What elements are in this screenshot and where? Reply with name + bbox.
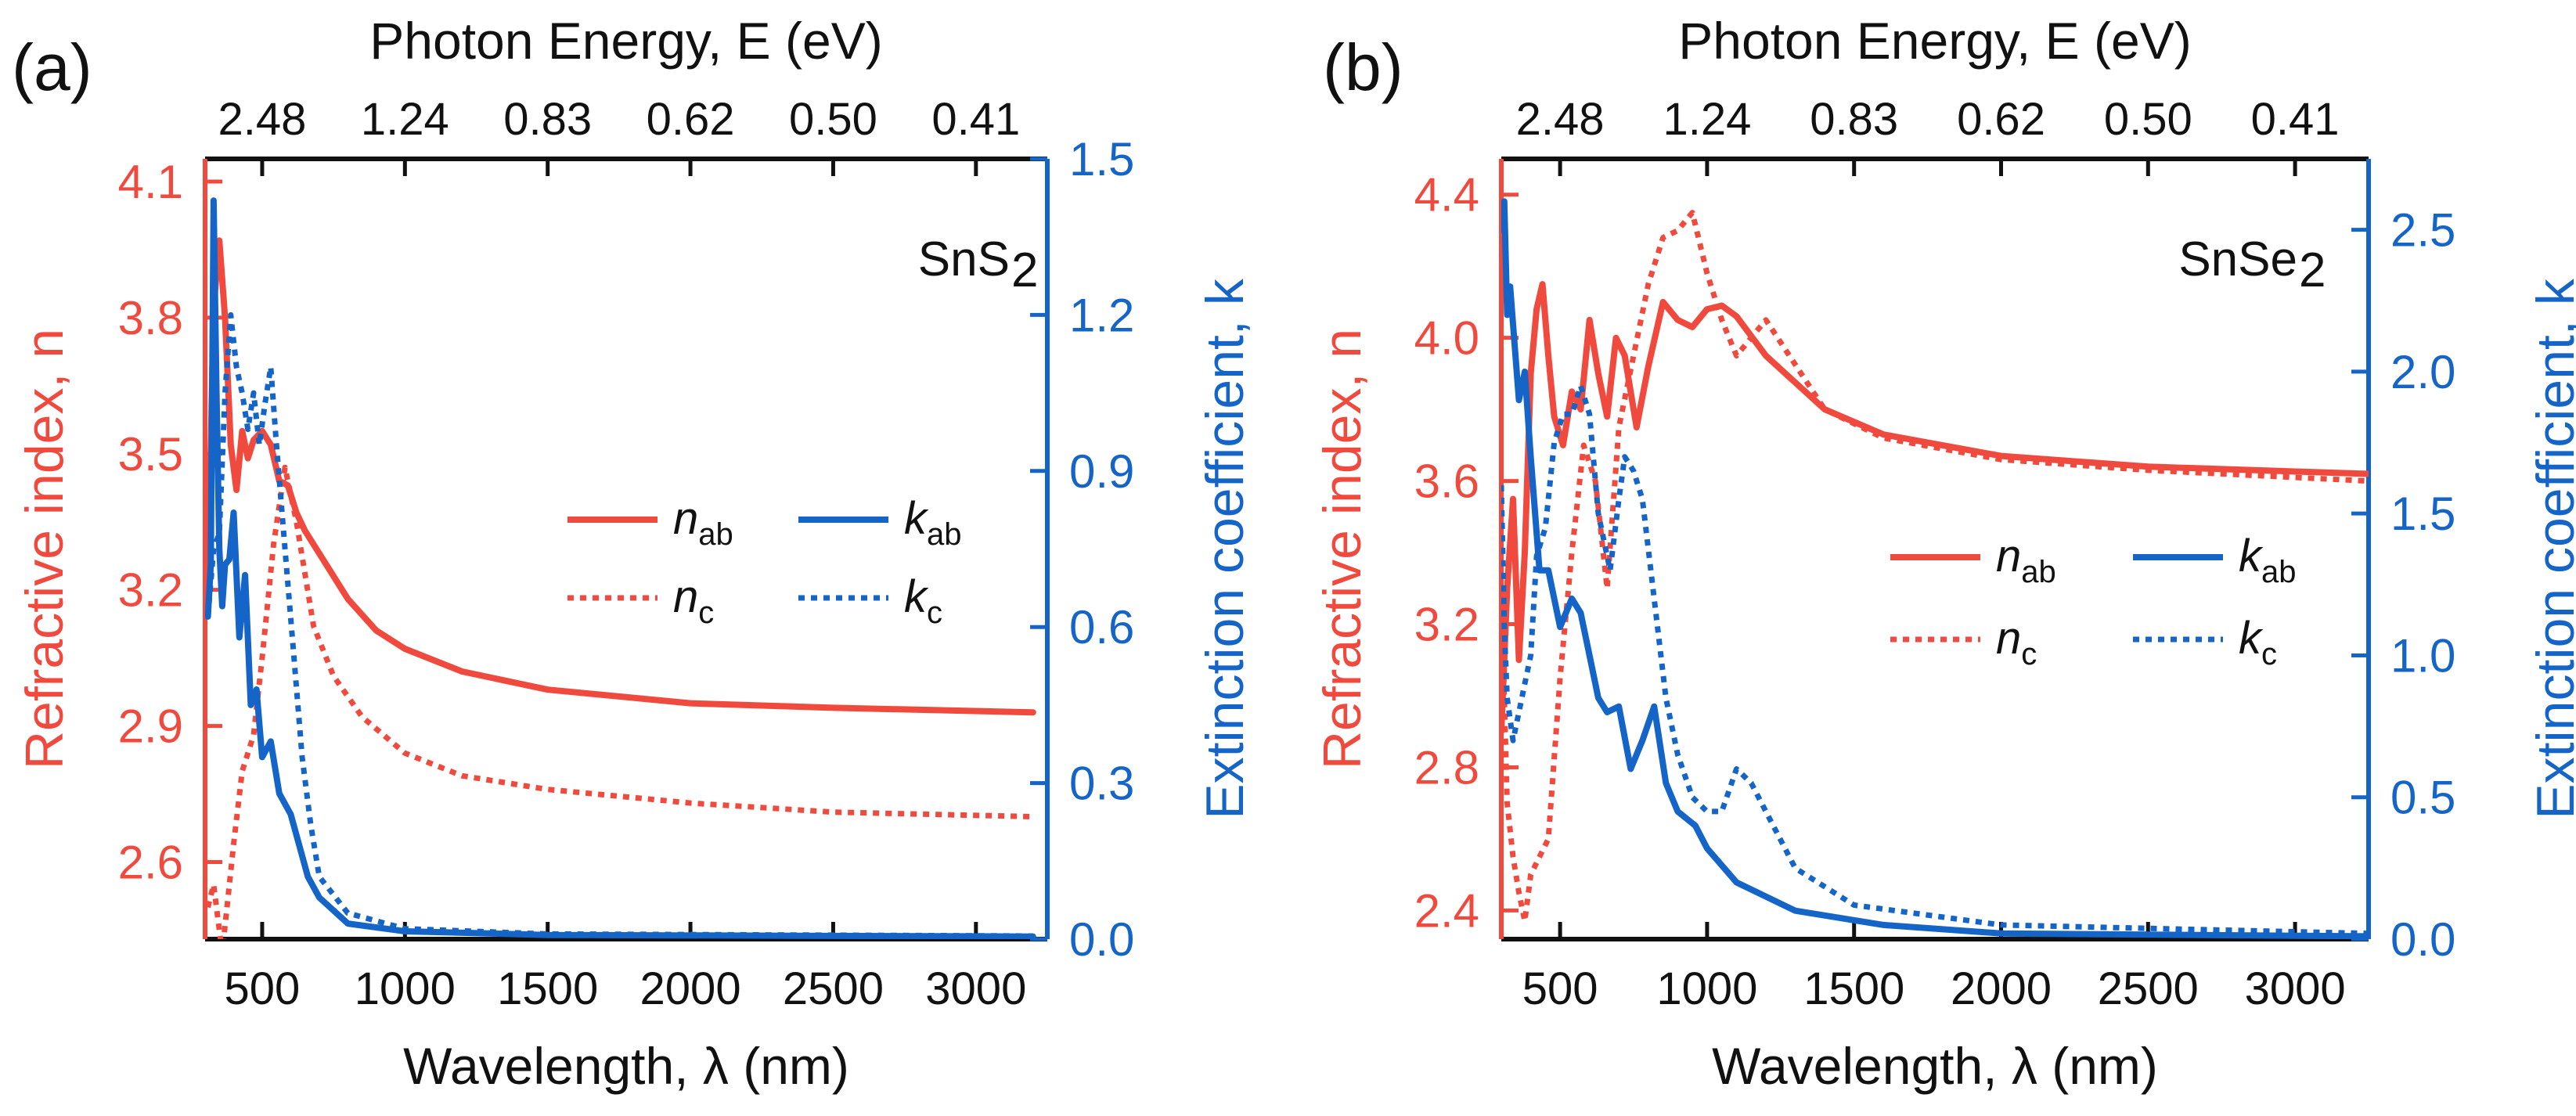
y2-tick-label: 0.9 <box>1069 445 1134 498</box>
y-tick-label: 2.9 <box>118 700 183 753</box>
y2-tick-label: 0.6 <box>1069 601 1134 653</box>
legend-label: kc <box>904 571 942 630</box>
y-tick-label: 4.4 <box>1414 169 1479 221</box>
y-axis-title: Refractive index, n <box>15 329 74 769</box>
y2-tick-label: 0.0 <box>2390 913 2455 966</box>
y-tick-label: 3.2 <box>1414 599 1479 651</box>
panel-label: (b) <box>1323 31 1403 104</box>
x2-axis-title: Photon Energy, E (eV) <box>369 12 882 70</box>
panel-label: (a) <box>12 31 92 104</box>
y2-tick-label: 2.5 <box>2390 204 2455 257</box>
legend-label: nab <box>1996 531 2056 589</box>
series-line-k-c <box>1501 383 2369 937</box>
y-tick-label: 3.5 <box>118 428 183 481</box>
x-tick-label: 3000 <box>2245 963 2346 1014</box>
series-line-n-ab <box>205 237 1036 716</box>
x2-tick-label: 2.48 <box>1516 94 1605 145</box>
x2-tick-label: 0.41 <box>931 94 1020 145</box>
legend-label: kc <box>2239 613 2277 671</box>
x2-tick-label: 0.50 <box>789 94 877 145</box>
x2-tick-label: 0.41 <box>2251 94 2340 145</box>
y2-tick-label: 2.0 <box>2390 346 2455 398</box>
y2-axis-title: Extinction coefficient, k <box>1195 278 1255 819</box>
x-tick-label: 1000 <box>1656 963 1757 1014</box>
panel-b: 500 1000 1500 2000 2500 3000 2.48 1.24 0.83 0.62 0… <box>1313 12 2576 1095</box>
x-tick-label: 2000 <box>640 963 741 1014</box>
x-tick-label: 500 <box>1522 963 1598 1014</box>
x-tick-label: 2500 <box>783 963 884 1014</box>
plot-area <box>1501 198 2369 939</box>
y2-tick-label: 0.0 <box>1069 913 1134 966</box>
y-tick-label: 4.0 <box>1414 312 1479 365</box>
material-subscript: 2 <box>2299 243 2326 297</box>
x2-tick-label: 0.83 <box>503 94 592 145</box>
y-tick-label: 3.6 <box>1414 455 1479 508</box>
material-label: SnS <box>918 232 1010 286</box>
legend-label: nab <box>673 493 733 552</box>
x-tick-label: 2500 <box>2098 963 2199 1014</box>
x-tick-label: 2000 <box>1951 963 2052 1014</box>
series-line-n-c <box>205 464 1033 939</box>
material-subscript: 2 <box>1011 243 1038 297</box>
y-tick-label: 2.6 <box>118 836 183 888</box>
series-line-k-ab <box>205 197 1036 939</box>
y2-tick-label: 1.5 <box>1069 133 1134 185</box>
series-line-k-ab <box>1501 198 2369 939</box>
x2-tick-label: 0.83 <box>1810 94 1898 145</box>
x2-tick-label: 0.50 <box>2104 94 2192 145</box>
y-tick-label: 3.8 <box>118 292 183 344</box>
x-tick-label: 500 <box>225 963 301 1014</box>
x2-tick-label: 1.24 <box>1663 94 1751 145</box>
y2-tick-label: 0.5 <box>2390 772 2455 824</box>
y2-tick-label: 0.3 <box>1069 758 1134 810</box>
x2-tick-label: 0.62 <box>647 94 735 145</box>
x2-tick-label: 2.48 <box>218 94 307 145</box>
legend-label: nc <box>1996 613 2037 671</box>
legend-label: kab <box>2239 531 2297 589</box>
series-line-n-c <box>1501 210 2369 924</box>
plot-area <box>205 197 1036 939</box>
legend-label: nc <box>673 571 714 630</box>
y-axis-title: Refractive index, n <box>1313 329 1372 769</box>
x2-tick-label: 1.24 <box>361 94 449 145</box>
y-tick-label: 2.8 <box>1414 741 1479 794</box>
x-axis-title: Wavelength, λ (nm) <box>1712 1037 2158 1095</box>
series-line-n-ab <box>1501 281 2369 735</box>
x-tick-label: 1000 <box>355 963 456 1014</box>
x-axis-title: Wavelength, λ (nm) <box>403 1037 849 1095</box>
x-tick-label: 3000 <box>925 963 1026 1014</box>
series-line-k-c <box>205 311 1033 939</box>
legend-label: kab <box>904 493 962 552</box>
y2-tick-label: 1.0 <box>2390 629 2455 682</box>
material-label: SnSe <box>2178 232 2297 286</box>
x2-tick-label: 0.62 <box>1957 94 2045 145</box>
x-tick-label: 1500 <box>1803 963 1904 1014</box>
y-tick-label: 2.4 <box>1414 884 1479 937</box>
x-tick-label: 1500 <box>497 963 598 1014</box>
y-tick-label: 3.2 <box>118 564 183 617</box>
x2-axis-title: Photon Energy, E (eV) <box>1678 12 2191 70</box>
y2-axis-title: Extinction coefficient, k <box>2526 278 2576 819</box>
y2-tick-label: 1.2 <box>1069 289 1134 341</box>
y2-tick-label: 1.5 <box>2390 488 2455 540</box>
y-tick-label: 4.1 <box>118 156 183 208</box>
